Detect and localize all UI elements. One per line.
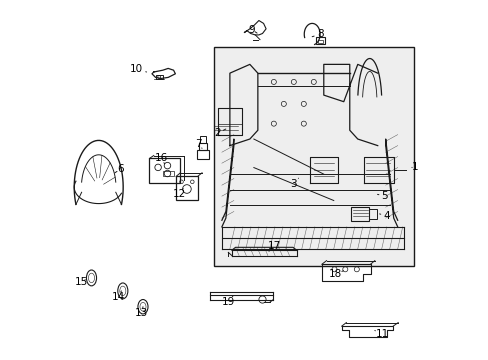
Text: 10: 10 [130,64,146,74]
Bar [163,171,173,176]
Text: 9: 9 [248,24,257,35]
Bar [155,75,163,79]
Bar [199,143,207,150]
Text: 16: 16 [154,153,167,164]
Text: 19: 19 [221,296,234,307]
Text: 13: 13 [135,307,148,318]
Text: 3: 3 [289,178,298,189]
Bar [149,158,179,183]
Text: 17: 17 [267,240,280,251]
Text: 4: 4 [379,211,389,221]
Text: 12: 12 [173,189,186,199]
Text: 2: 2 [214,128,225,138]
Bar [351,207,368,221]
Bar [200,136,205,143]
Text: 5: 5 [377,191,387,201]
Text: 1: 1 [411,162,418,172]
Text: 15: 15 [75,276,88,287]
Text: 18: 18 [328,269,343,279]
Bar [317,40,322,43]
Bar [368,209,377,219]
Text: 11: 11 [374,329,388,339]
Bar [197,150,208,159]
Bar [213,47,413,266]
Bar [316,37,325,44]
Text: 6: 6 [115,164,123,174]
Text: 7: 7 [195,139,202,149]
Text: 14: 14 [112,291,125,302]
Bar [176,176,197,200]
Text: 8: 8 [311,29,323,39]
